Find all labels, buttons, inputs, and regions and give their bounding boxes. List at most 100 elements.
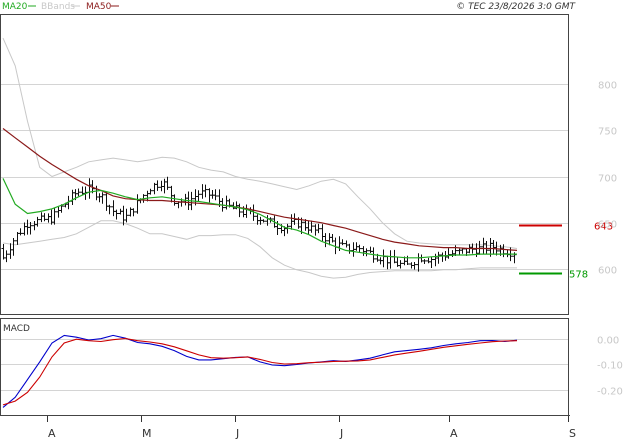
ohlc-bar (35, 216, 40, 227)
ohlc-bar (70, 189, 75, 205)
macd-ytick-label-2: -0.20 (597, 387, 623, 398)
level-label-1: 578 (569, 270, 588, 281)
ohlc-bar (32, 221, 37, 231)
ohlc-bar (426, 257, 431, 264)
ohlc-bar (107, 204, 112, 215)
ohlc-bar (1, 244, 6, 260)
ohlc-bar (28, 222, 33, 235)
ohlc-bar (344, 240, 349, 248)
ohlc-bar (213, 189, 218, 201)
ohlc-bar (368, 246, 373, 253)
price-ytick-label-0: 600 (598, 266, 617, 277)
ohlc-bar (210, 190, 215, 199)
ohlc-bar (340, 239, 345, 246)
ohlc-bar (316, 223, 321, 234)
ohlc-bar (4, 250, 9, 263)
ohlc-bar (165, 176, 170, 190)
ohlc-bar (388, 250, 393, 269)
ohlc-bar (323, 233, 328, 248)
ohlc-bar (203, 184, 208, 198)
ohlc-bar (159, 180, 164, 192)
macd-lines (2, 334, 518, 408)
ohlc-bar (52, 207, 57, 225)
macd-signal-line (2, 337, 518, 406)
ohlc-bar (22, 222, 27, 236)
support-resistance-levels: 643 578 (519, 222, 613, 281)
ohlc-bar (381, 249, 386, 268)
bollinger-bands (2, 37, 518, 279)
ohlc-bar (18, 228, 23, 236)
macd-line (2, 334, 518, 408)
ohlc-bar (440, 252, 445, 262)
ohlc-bar (422, 259, 427, 264)
ohlc-bar (39, 212, 44, 223)
xtick-label-0: A (48, 427, 56, 440)
ohlc-bar (42, 213, 47, 222)
ohlc-bar (412, 262, 417, 270)
ohlc-bar (436, 251, 441, 264)
ohlc-bar (56, 207, 61, 218)
ohlc-bar (15, 232, 20, 245)
ohlc-bar (289, 214, 294, 230)
ma50-line (2, 128, 518, 251)
ohlc-bar (46, 213, 51, 223)
xtick-label-1: M (142, 427, 152, 440)
ohlc-bar (491, 240, 496, 254)
price-grid (1, 84, 568, 270)
ohlc-bar (398, 260, 403, 269)
ohlc-bar (172, 194, 177, 206)
xtick-label-4: A (450, 427, 458, 440)
ohlc-bar (148, 188, 153, 195)
bbands-lower-line (2, 220, 517, 279)
ohlc-bars (1, 176, 517, 272)
ohlc-bar (244, 204, 249, 218)
ohlc-bar (135, 194, 140, 214)
xtick-label-5: S (569, 427, 576, 440)
ohlc-bar (477, 240, 482, 255)
ohlc-bar (224, 195, 229, 210)
ohlc-bar (114, 209, 119, 220)
ohlc-bar (261, 219, 266, 223)
macd-ytick-label-0: 0.00 (597, 336, 619, 347)
xtick-label-3: J (339, 427, 343, 440)
ohlc-bar (237, 203, 242, 218)
ohlc-bar (446, 248, 451, 259)
ohlc-bar (111, 200, 116, 217)
ohlc-bar (104, 191, 109, 211)
ohlc-bar (11, 238, 16, 256)
ohlc-bar (155, 180, 160, 191)
price-ytick-label-1: 650 (598, 220, 617, 231)
legend-ma20-label: MA20 (2, 2, 28, 12)
ohlc-bar (433, 253, 438, 267)
copyright-text: © TEC 23/8/2026 3:0 GMT (456, 2, 576, 12)
legend-ma50-label: MA50 (86, 2, 112, 12)
macd-y-axis: 0.00 -0.10 -0.20 (597, 336, 623, 398)
ohlc-bar (481, 237, 486, 254)
ohlc-bar (453, 245, 458, 256)
macd-ytick-label-1: -0.10 (597, 361, 623, 372)
legend: MA20 BBands MA50 (2, 2, 119, 12)
ohlc-bar (320, 224, 325, 242)
macd-title: MACD (3, 324, 30, 334)
level-label-0: 643 (594, 222, 613, 233)
ohlc-bar (361, 246, 366, 256)
moving-averages (2, 128, 518, 259)
price-ytick-label-3: 750 (598, 127, 617, 138)
ohlc-bar (505, 249, 510, 258)
ohlc-bar (306, 220, 311, 235)
ohlc-bar (169, 185, 174, 203)
price-y-axis: 600 650 700 750 800 (598, 81, 617, 277)
price-ytick-label-2: 700 (598, 174, 617, 185)
ohlc-bar (97, 193, 102, 203)
ohlc-bar (100, 192, 105, 204)
ohlc-bar (457, 248, 462, 255)
ohlc-bar (131, 208, 136, 217)
ohlc-bar (124, 208, 129, 223)
macd-panel-frame (0, 318, 569, 416)
ohlc-bar (196, 190, 201, 202)
ohlc-bar (364, 248, 369, 257)
ohlc-bar (309, 220, 314, 233)
ohlc-bar (484, 241, 489, 254)
